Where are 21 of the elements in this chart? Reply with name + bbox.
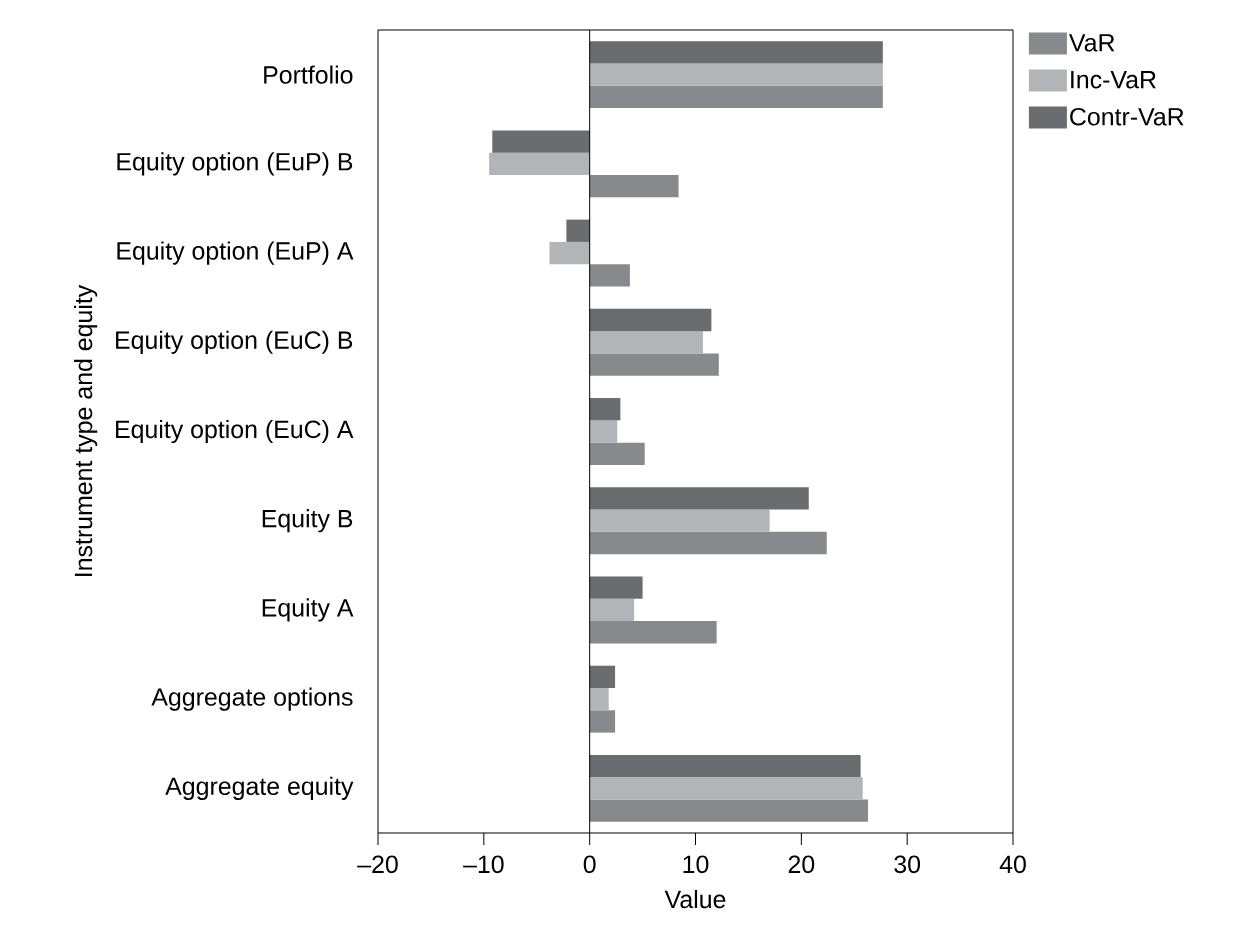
y-axis-title: Instrument type and equity [73, 284, 98, 576]
y-tick-label: Equity option (EuP) A [117, 241, 354, 265]
legend-label: VaR [1069, 34, 1115, 52]
x-tick-label: –10 [463, 855, 504, 874]
y-tick-label: Equity option (EuP) B [117, 152, 353, 176]
x-axis-title: Value [664, 889, 726, 909]
x-tick-label: 30 [894, 855, 921, 874]
x-tick-label: 20 [788, 855, 815, 874]
y-tick-label: Aggregate options [151, 687, 353, 711]
y-tick-label: Equity option (EuC) B [116, 330, 353, 354]
legend-label: Inc-VaR [1071, 71, 1156, 89]
x-tick-label: 10 [683, 855, 709, 874]
x-tick-label: 0 [583, 855, 596, 874]
y-tick-label: Portfolio [264, 65, 353, 84]
x-tick-label: –20 [357, 855, 398, 874]
legend-label: Contr-VaR [1070, 107, 1184, 126]
y-tick-label: Equity A [262, 598, 354, 622]
y-tick-label: Aggregate equity [165, 776, 354, 800]
y-tick-label: Equity option (EuC) A [116, 419, 354, 444]
x-tick-label: 40 [999, 855, 1026, 874]
y-tick-label: Equity B [262, 509, 353, 533]
